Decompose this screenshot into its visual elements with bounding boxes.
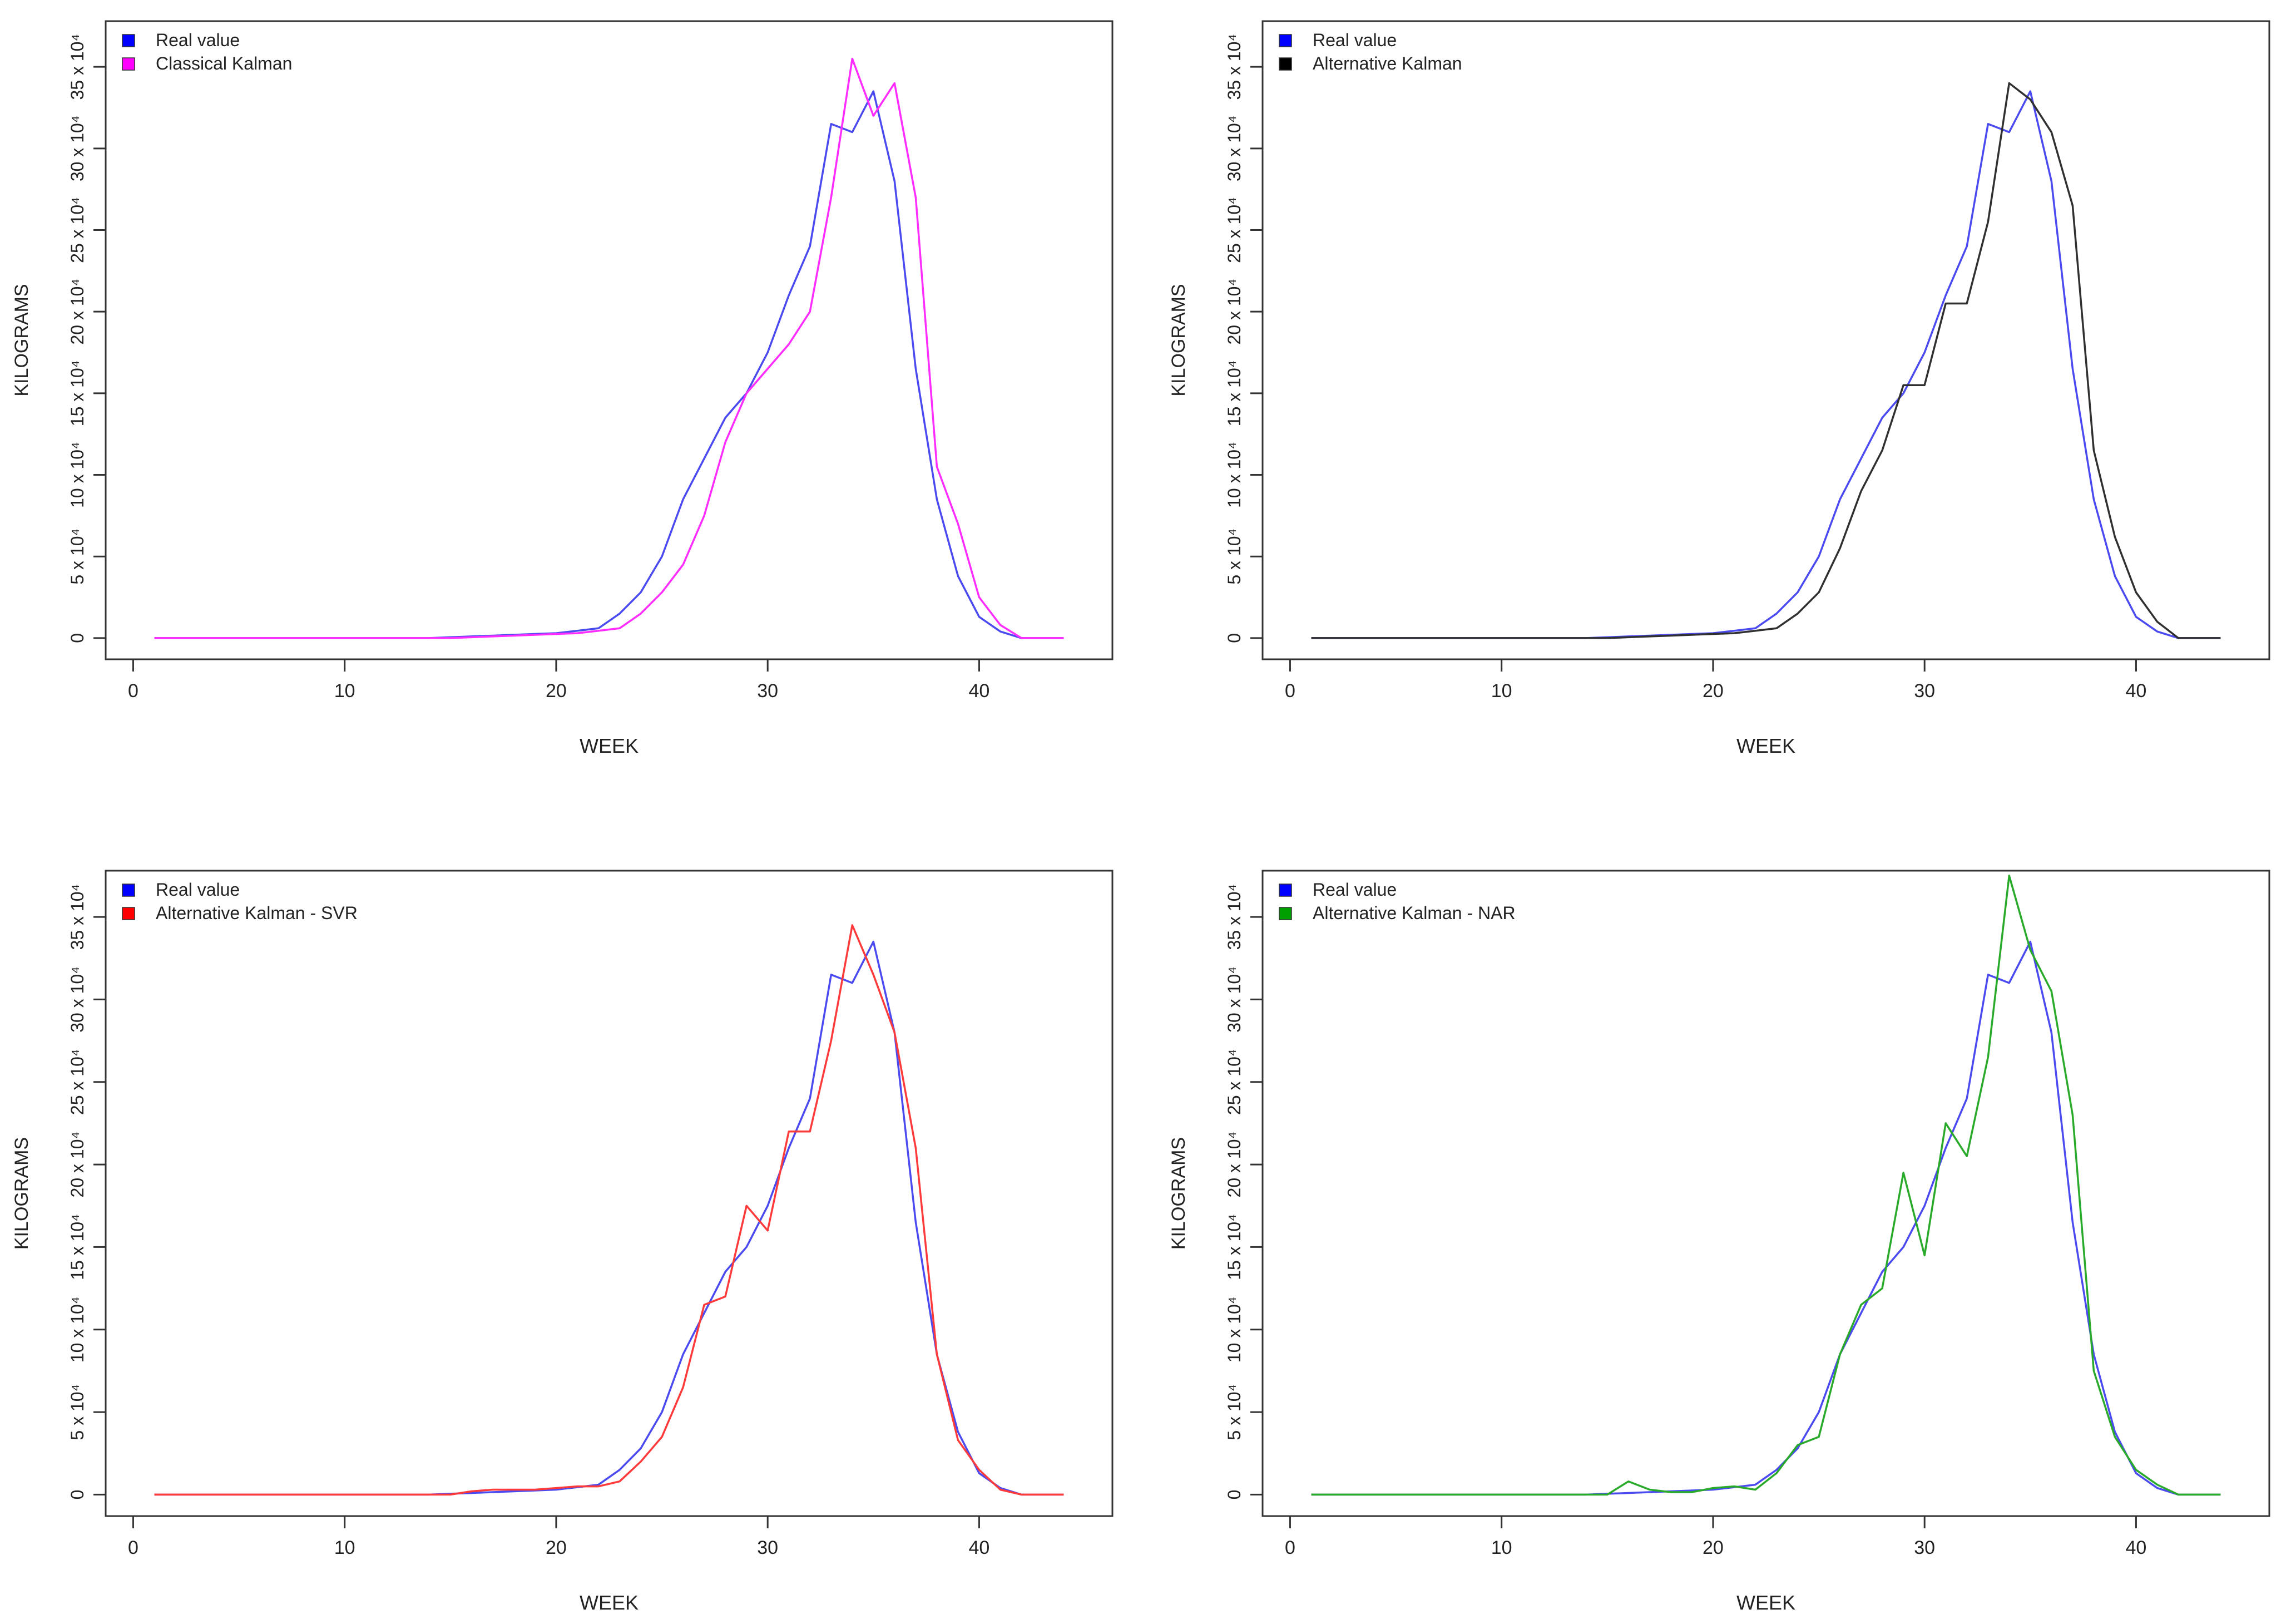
y-tick-label: 0 [1224,1490,1244,1500]
x-tick-label: 30 [1914,1537,1935,1558]
series-line-model [154,924,1064,1496]
series-line-model [1311,875,2221,1496]
x-tick-label: 20 [546,1537,567,1558]
chart-panel-2: 0 10 20 30 40 WEEK 0 5 x 10⁴ 10 x 10⁴ 15 x 10⁴ 20 … [1168,20,2270,757]
x-tick-label: 0 [1285,680,1295,702]
y-tick-label: 30 x 10⁴ [1224,115,1244,181]
plot-frame [105,20,1114,660]
y-tick-label: 15 x 10⁴ [67,1214,87,1280]
legend-swatch [1279,907,1292,920]
y-tick-label: 5 x 10⁴ [1224,529,1244,585]
y-tick-label: 35 x 10⁴ [1224,884,1244,950]
x-tick-label: 30 [757,1537,778,1558]
series-line-model [1311,82,2221,639]
x-tick-label: 10 [1491,1537,1512,1558]
x-tick-label: 40 [2126,680,2147,702]
y-tick-label: 0 [67,633,87,643]
y-tick-label: 0 [1224,633,1244,643]
y-tick-label: 25 x 10⁴ [67,197,87,263]
legend-label: Real value [156,30,240,50]
x-tick-label: 30 [1914,680,1935,702]
y-tick-label: 30 x 10⁴ [67,966,87,1033]
y-tick-label: 35 x 10⁴ [67,34,87,100]
y-axis-label: KILOGRAMS [11,284,32,396]
y-tick-label: 5 x 10⁴ [67,529,87,585]
y-axis-label: KILOGRAMS [11,1137,32,1250]
y-tick-label: 5 x 10⁴ [1224,1384,1244,1440]
x-tick-label: 0 [128,680,138,702]
x-axis-label: WEEK [1736,734,1795,757]
x-tick-label: 10 [334,680,355,702]
x-tick-label: 20 [546,680,567,702]
legend-label: Alternative Kalman [1313,53,1462,73]
x-tick-label: 10 [334,1537,355,1558]
x-tick-label: 20 [1703,1537,1724,1558]
legend-swatch [1279,57,1292,71]
x-axis-label: WEEK [580,734,639,757]
y-tick-label: 15 x 10⁴ [67,360,87,426]
legend-label: Alternative Kalman - SVR [156,903,358,923]
legend-label: Classical Kalman [156,53,292,73]
x-tick-label: 40 [969,680,990,702]
y-tick-label: 10 x 10⁴ [67,442,87,508]
series-line-real-value [154,940,1064,1496]
y-tick-label: 10 x 10⁴ [1224,1296,1244,1363]
x-tick-label: 20 [1703,680,1724,702]
x-tick-label: 40 [2126,1537,2147,1558]
x-tick-label: 0 [128,1537,138,1558]
y-tick-label: 10 x 10⁴ [67,1296,87,1363]
legend-swatch [122,57,135,71]
plot-frame [1261,870,2270,1517]
series-line-real-value [1311,940,2221,1496]
legend-label: Real value [156,880,240,900]
y-axis-label: KILOGRAMS [1168,1137,1189,1250]
series-line-model [154,57,1064,639]
y-tick-label: 15 x 10⁴ [1224,1214,1244,1280]
chart-panel-1: 0 10 20 30 40 WEEK 0 5 x 10⁴ 10 x 10⁴ 15 x 10⁴ 20 … [11,20,1114,757]
x-tick-label: 10 [1491,680,1512,702]
x-axis-label: WEEK [1736,1591,1795,1614]
series-line-real-value [154,90,1064,639]
legend-swatch [1279,34,1292,47]
series-line-real-value [1311,90,2221,639]
legend-swatch [122,34,135,47]
legend-swatch [122,883,135,897]
legend-swatch [1279,883,1292,897]
y-tick-label: 25 x 10⁴ [1224,197,1244,263]
chart-panel-3: 0 10 20 30 40 WEEK 0 5 x 10⁴ 10 x 10⁴ 15 x 10⁴ 20 … [11,870,1114,1614]
x-axis-label: WEEK [580,1591,639,1614]
y-tick-label: 35 x 10⁴ [1224,34,1244,100]
y-tick-label: 20 x 10⁴ [1224,279,1244,345]
y-tick-label: 15 x 10⁴ [1224,360,1244,426]
y-tick-label: 30 x 10⁴ [67,115,87,181]
legend-label: Real value [1313,880,1397,900]
y-tick-label: 25 x 10⁴ [67,1049,87,1115]
x-tick-label: 30 [757,680,778,702]
y-tick-label: 20 x 10⁴ [67,1132,87,1198]
legend-swatch [122,907,135,920]
y-tick-label: 20 x 10⁴ [1224,1132,1244,1198]
legend-label: Alternative Kalman - NAR [1313,903,1516,923]
x-tick-label: 40 [969,1537,990,1558]
y-tick-label: 5 x 10⁴ [67,1384,87,1440]
y-tick-label: 35 x 10⁴ [67,884,87,950]
x-tick-label: 0 [1285,1537,1295,1558]
y-tick-label: 20 x 10⁴ [67,279,87,345]
legend-label: Real value [1313,30,1397,50]
y-tick-label: 25 x 10⁴ [1224,1049,1244,1115]
y-tick-label: 30 x 10⁴ [1224,966,1244,1033]
plot-frame [1261,20,2270,660]
chart-panel-4: 0 10 20 30 40 WEEK 0 5 x 10⁴ 10 x 10⁴ 15 x 10⁴ 20 … [1168,870,2270,1614]
y-tick-label: 10 x 10⁴ [1224,442,1244,508]
plot-frame [105,870,1114,1517]
y-tick-label: 0 [67,1490,87,1500]
y-axis-label: KILOGRAMS [1168,284,1189,396]
